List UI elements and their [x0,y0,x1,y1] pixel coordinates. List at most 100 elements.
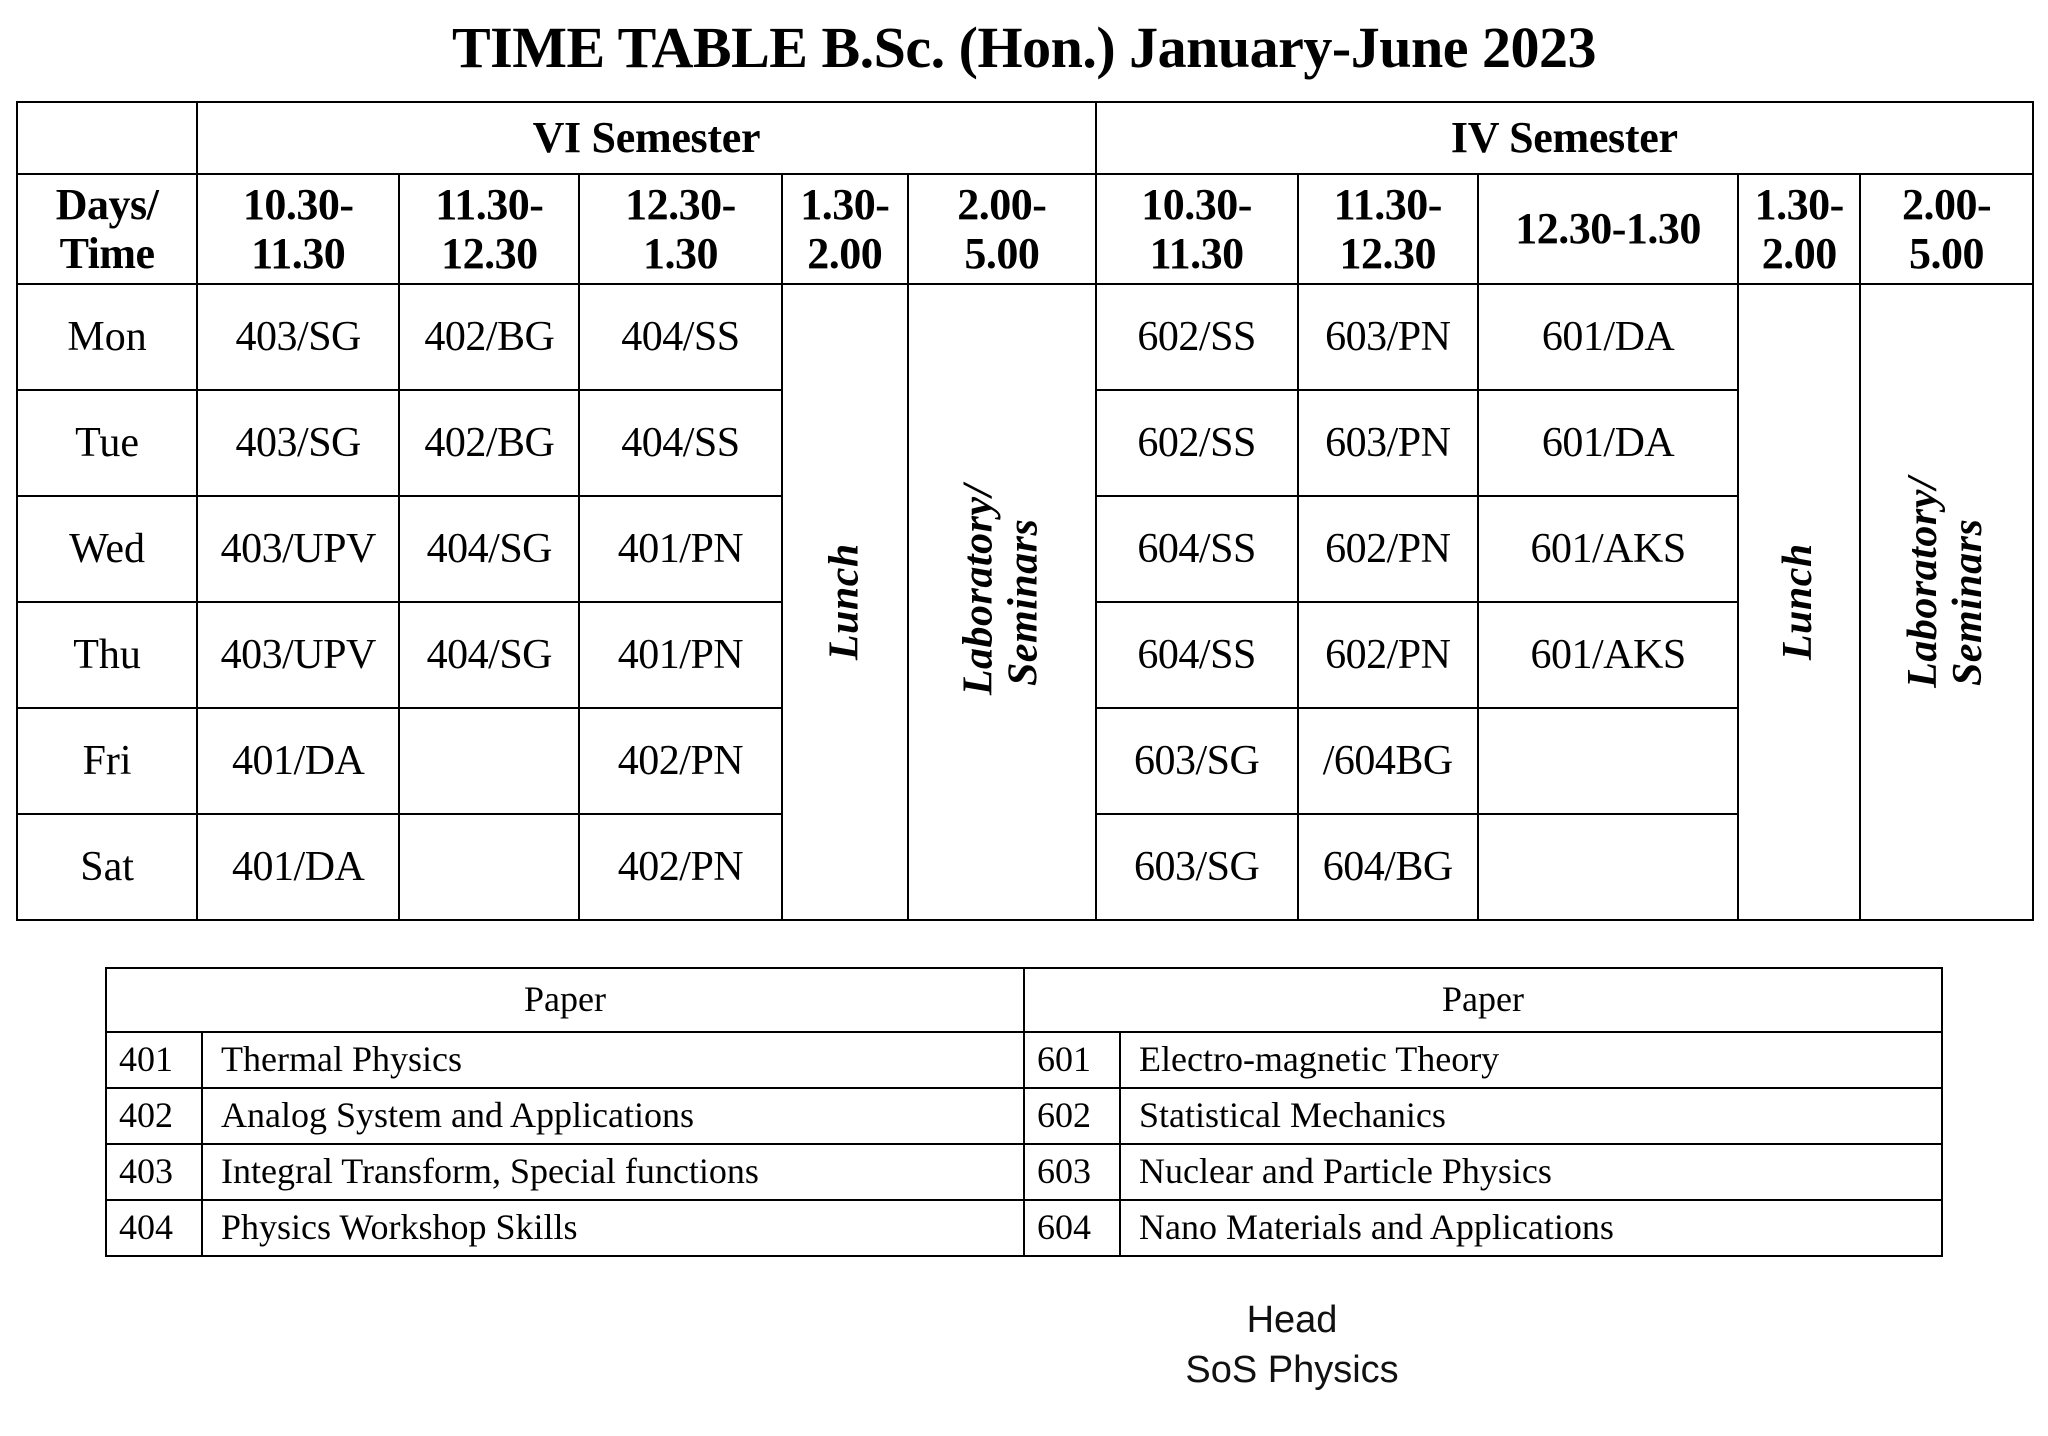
vi-lab-line2: Seminars [1000,518,1047,686]
iv-time-header-4-line2: 2.00 [1761,228,1837,278]
signature-head: Head [1246,1299,1338,1341]
cell-iv-mon-3: 601/DA [1476,282,1740,391]
signature-block: Head SoS Physics [0,1295,2048,1395]
cell-iv-tue-3: 601/DA [1476,388,1740,497]
table-row: Fri 401/DA 402/PN 603/SG /604BG [15,706,2033,815]
cell-iv-thu-1: 604/SS [1094,600,1299,709]
vi-lab-line1: Laboratory/ [955,483,1002,695]
iv-time-header-2-line1: 11.30- [1333,179,1443,229]
cell-iv-sat-1: 603/SG [1094,812,1299,921]
vi-time-header-5: 2.00- 5.00 [907,172,1097,285]
legend-code-404: 404 [105,1198,203,1257]
cell-vi-sat-2 [398,812,581,921]
cell-iv-thu-2: 602/PN [1296,600,1479,709]
iv-time-header-4: 1.30- 2.00 [1737,172,1862,285]
vi-time-header-3-line2: 1.30 [642,228,719,278]
vi-time-header-1: 10.30- 11.30 [196,172,401,285]
cell-iv-wed-3: 601/AKS [1476,494,1740,603]
vi-time-header-3-line1: 12.30- [625,179,736,229]
legend-name-404: Physics Workshop Skills [201,1198,1025,1257]
cell-vi-thu-3: 401/PN [578,600,783,709]
legend-code-603: 603 [1023,1142,1121,1201]
days-time-header: Days/ Time [15,172,199,285]
cell-iv-mon-1: 602/SS [1094,282,1299,391]
iv-time-header-1-line2: 11.30 [1149,228,1245,278]
day-label-wed: Wed [15,494,199,603]
semester-header-iv: IV Semester [1094,100,2035,175]
legend-code-402: 402 [105,1086,203,1145]
day-label-thu: Thu [15,600,199,709]
cell-vi-lab-seminars: Laboratory/ Seminars [907,282,1097,921]
cell-vi-lunch: Lunch [780,282,910,921]
iv-time-header-2-line2: 12.30 [1339,228,1436,278]
cell-vi-mon-3: 404/SS [578,282,783,391]
vi-time-header-5-line1: 2.00- [957,179,1047,229]
legend-name-403: Integral Transform, Special functions [201,1142,1025,1201]
cell-vi-mon-1: 403/SG [196,282,401,391]
cell-vi-tue-1: 403/SG [196,388,401,497]
cell-iv-wed-1: 604/SS [1094,494,1299,603]
legend-header-row: Paper Paper [105,966,1943,1033]
iv-time-header-5-line1: 2.00- [1901,179,1992,229]
iv-time-header-2: 11.30- 12.30 [1296,172,1479,285]
cell-iv-tue-1: 602/SS [1094,388,1299,497]
legend-code-601: 601 [1023,1030,1121,1089]
legend-header-right: Paper [1023,966,1943,1033]
legend-name-402: Analog System and Applications [201,1086,1025,1145]
iv-time-header-1-line1: 10.30- [1141,179,1252,229]
list-item: 404 Physics Workshop Skills 604 Nano Mat… [105,1198,1943,1257]
vi-time-header-4-line1: 1.30- [800,179,890,229]
legend-name-401: Thermal Physics [201,1030,1025,1089]
cell-iv-tue-2: 603/PN [1296,388,1479,497]
cell-iv-sat-2: 604/BG [1296,812,1479,921]
table-row: Thu 403/UPV 404/SG 401/PN 604/SS 602/PN … [15,600,2033,709]
cell-iv-lunch: Lunch [1737,282,1862,921]
cell-iv-fri-2: /604BG [1296,706,1479,815]
cell-iv-fri-3 [1476,706,1740,815]
legend-name-603: Nuclear and Particle Physics [1119,1142,1943,1201]
legend-code-604: 604 [1023,1198,1121,1257]
cell-vi-thu-1: 403/UPV [196,600,401,709]
vi-time-header-5-line2: 5.00 [964,228,1040,278]
cell-vi-thu-2: 404/SG [398,600,581,709]
iv-lab-seminars-label: Laboratory/ Seminars [1900,477,1992,688]
cell-vi-sat-3: 402/PN [578,812,783,921]
cell-iv-thu-3: 601/AKS [1476,600,1740,709]
day-label-fri: Fri [15,706,199,815]
iv-time-header-5: 2.00- 5.00 [1859,172,2034,285]
cell-vi-fri-2 [398,706,581,815]
days-time-header-line2: Time [59,228,155,278]
legend-code-602: 602 [1023,1086,1121,1145]
iv-lab-line2: Seminars [1945,518,1992,686]
vi-time-header-2-line1: 11.30- [435,179,544,229]
vi-time-header-4-line2: 2.00 [807,228,883,278]
list-item: 402 Analog System and Applications 602 S… [105,1086,1943,1145]
vi-time-header-1-line2: 11.30 [251,228,346,278]
legend-name-602: Statistical Mechanics [1119,1086,1943,1145]
cell-vi-tue-3: 404/SS [578,388,783,497]
cell-vi-wed-2: 404/SG [398,494,581,603]
cell-iv-mon-2: 603/PN [1296,282,1479,391]
legend-code-401: 401 [105,1030,203,1089]
cell-iv-wed-2: 602/PN [1296,494,1479,603]
legend-code-403: 403 [105,1142,203,1201]
timetable: VI Semester IV Semester Days/ Time 10.30… [15,100,2035,921]
timetable-container: VI Semester IV Semester Days/ Time 10.30… [0,100,2048,921]
cell-vi-wed-3: 401/PN [578,494,783,603]
vi-time-header-4: 1.30- 2.00 [780,172,910,285]
time-header-row: Days/ Time 10.30- 11.30 11.30- 12.30 12.… [15,172,2034,285]
signature-inner: Head SoS Physics [1185,1295,1398,1395]
table-row: Mon 403/SG 402/BG 404/SS Lunch Laborator… [15,282,2034,921]
cell-vi-tue-2: 402/BG [398,388,581,497]
cell-iv-lab-seminars: Laboratory/ Seminars [1859,282,2034,921]
paper-legend-table: Paper Paper 401 Thermal Physics 601 Elec… [105,966,1943,1257]
cell-vi-wed-1: 403/UPV [196,494,401,603]
cell-iv-sat-3 [1476,812,1740,921]
table-row: Wed 403/UPV 404/SG 401/PN 604/SS 602/PN … [15,494,2033,603]
day-label-sat: Sat [15,812,199,921]
table-row: Tue 403/SG 402/BG 404/SS 602/SS 603/PN 6… [15,388,2033,497]
iv-time-header-4-line1: 1.30- [1754,179,1845,229]
signature-department: SoS Physics [1185,1349,1399,1392]
page-title: TIME TABLE B.Sc. (Hon.) January-June 202… [452,15,1596,80]
iv-time-header-5-line2: 5.00 [1909,228,1985,278]
